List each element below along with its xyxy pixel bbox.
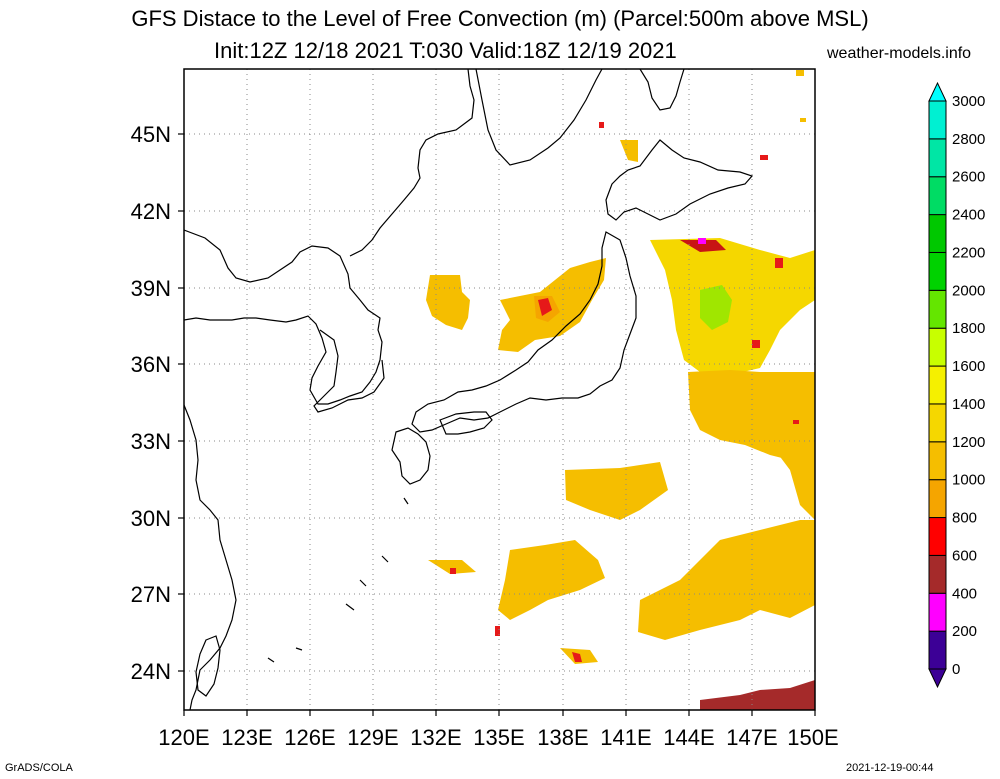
colorbar-segment bbox=[928, 100, 947, 140]
colorbar-label: 2200 bbox=[952, 244, 985, 261]
axis-ticks bbox=[178, 133, 816, 716]
colorbar-label: 2400 bbox=[952, 207, 985, 224]
colorbar-segment bbox=[928, 479, 947, 519]
field-dot-4 bbox=[793, 420, 799, 424]
lat-labels: 45N 42N 39N 36N 33N 30N 27N 24N bbox=[131, 122, 171, 684]
lat-label: 27N bbox=[131, 582, 171, 607]
coast-sakhalin bbox=[639, 69, 685, 111]
lon-label: 126E bbox=[284, 725, 335, 750]
colorbar-label: 0 bbox=[952, 661, 960, 678]
colorbar-label: 600 bbox=[952, 547, 977, 564]
colorbar-label: 1600 bbox=[952, 358, 985, 375]
field-patch-south-c bbox=[428, 560, 476, 574]
field-patch-noto-red bbox=[538, 298, 552, 316]
colorbar: 0 200 400 600 800 1000 1200 1400 1600 1800 2000 220… bbox=[928, 81, 985, 689]
colorbar-segment bbox=[928, 327, 947, 367]
lon-label: 129E bbox=[347, 725, 398, 750]
colorbar-segment bbox=[928, 138, 947, 178]
colorbar-segment bbox=[928, 403, 947, 443]
field-patch-pacific-green bbox=[700, 285, 732, 330]
lfc-field bbox=[426, 70, 815, 710]
colorbar-label: 2800 bbox=[952, 131, 985, 148]
colorbar-label: 3000 bbox=[952, 93, 985, 110]
field-patch-south-e-red bbox=[572, 652, 582, 662]
coast-kyushu bbox=[391, 427, 431, 485]
colorbar-segment bbox=[928, 630, 947, 670]
field-dot-1 bbox=[698, 238, 706, 244]
colorbar-segment bbox=[928, 176, 947, 216]
colorbar-min-arrow bbox=[928, 668, 947, 689]
lat-label: 30N bbox=[131, 506, 171, 531]
coast-russia-northeast bbox=[475, 69, 603, 166]
field-dot-8 bbox=[450, 568, 456, 574]
lon-label: 135E bbox=[473, 725, 524, 750]
field-patch-south-a bbox=[565, 462, 668, 520]
colorbar-segment bbox=[928, 554, 947, 594]
colorbar-label: 1200 bbox=[952, 434, 985, 451]
footer-timestamp: 2021-12-19-00:44 bbox=[846, 762, 934, 774]
field-dot-6 bbox=[599, 122, 604, 128]
field-dot-5 bbox=[760, 155, 768, 160]
colorbar-segment bbox=[928, 441, 947, 481]
lat-label: 33N bbox=[131, 429, 171, 454]
field-patch-pacific-red-top bbox=[680, 240, 726, 252]
coast-honshu bbox=[411, 231, 637, 433]
field-dot-10 bbox=[800, 118, 806, 122]
lat-label: 24N bbox=[131, 659, 171, 684]
field-patch-south-d bbox=[638, 520, 815, 640]
field-dot-2 bbox=[775, 258, 783, 268]
footer-credit: GrADS/COLA bbox=[5, 762, 73, 774]
colorbar-label: 200 bbox=[952, 623, 977, 640]
coast-ryukyu bbox=[267, 497, 409, 663]
field-patch-hokkaido bbox=[620, 140, 638, 162]
lon-label: 132E bbox=[410, 725, 461, 750]
colorbar-segment bbox=[928, 517, 947, 556]
colorbar-max-arrow bbox=[928, 81, 947, 102]
colorbar-segment bbox=[928, 289, 947, 329]
lon-label: 150E bbox=[787, 725, 838, 750]
lat-label: 45N bbox=[131, 122, 171, 147]
field-patch-south-b bbox=[498, 540, 605, 620]
lon-label: 147E bbox=[726, 725, 777, 750]
colorbar-label: 400 bbox=[952, 585, 977, 602]
field-dot-7 bbox=[495, 626, 500, 636]
lat-label: 42N bbox=[131, 199, 171, 224]
colorbar-segment bbox=[928, 592, 947, 632]
field-patch-pacific-mid-east bbox=[770, 408, 815, 520]
colorbar-segment bbox=[928, 251, 947, 291]
coast-hokkaido bbox=[605, 139, 754, 221]
colorbar-segment bbox=[928, 214, 947, 253]
field-dot-3 bbox=[752, 340, 760, 348]
colorbar-label: 1000 bbox=[952, 472, 985, 489]
colorbar-label: 1800 bbox=[952, 320, 985, 337]
lon-label: 144E bbox=[663, 725, 714, 750]
colorbar-label: 1400 bbox=[952, 396, 985, 413]
coast-shikoku bbox=[439, 411, 493, 435]
lon-label: 141E bbox=[600, 725, 651, 750]
lon-labels: 120E 123E 126E 129E 132E 135E 138E 141E … bbox=[158, 725, 838, 750]
map-subtitle: Init:12Z 12/18 2021 T:030 Valid:18Z 12/1… bbox=[214, 38, 677, 63]
lon-label: 138E bbox=[537, 725, 588, 750]
lon-label: 120E bbox=[158, 725, 209, 750]
coast-asia-mainland bbox=[184, 69, 475, 405]
colorbar-label: 800 bbox=[952, 510, 977, 527]
colorbar-label: 2000 bbox=[952, 282, 985, 299]
field-patch-pacific-north bbox=[650, 238, 815, 375]
lon-label: 123E bbox=[221, 725, 272, 750]
lat-label: 36N bbox=[131, 352, 171, 377]
coast-china bbox=[184, 404, 237, 710]
coast-taiwan bbox=[195, 635, 221, 697]
colorbar-label: 2600 bbox=[952, 169, 985, 186]
field-patch-sea-of-japan-west bbox=[426, 275, 470, 330]
coast-korea bbox=[313, 329, 385, 413]
field-patch-brown-se bbox=[700, 680, 815, 710]
map-title: GFS Distace to the Level of Free Convect… bbox=[131, 6, 869, 31]
lat-label: 39N bbox=[131, 276, 171, 301]
field-dot-9 bbox=[796, 70, 804, 76]
coastlines bbox=[184, 69, 754, 710]
colorbar-segment bbox=[928, 365, 947, 405]
site-credit: weather-models.info bbox=[827, 45, 972, 62]
